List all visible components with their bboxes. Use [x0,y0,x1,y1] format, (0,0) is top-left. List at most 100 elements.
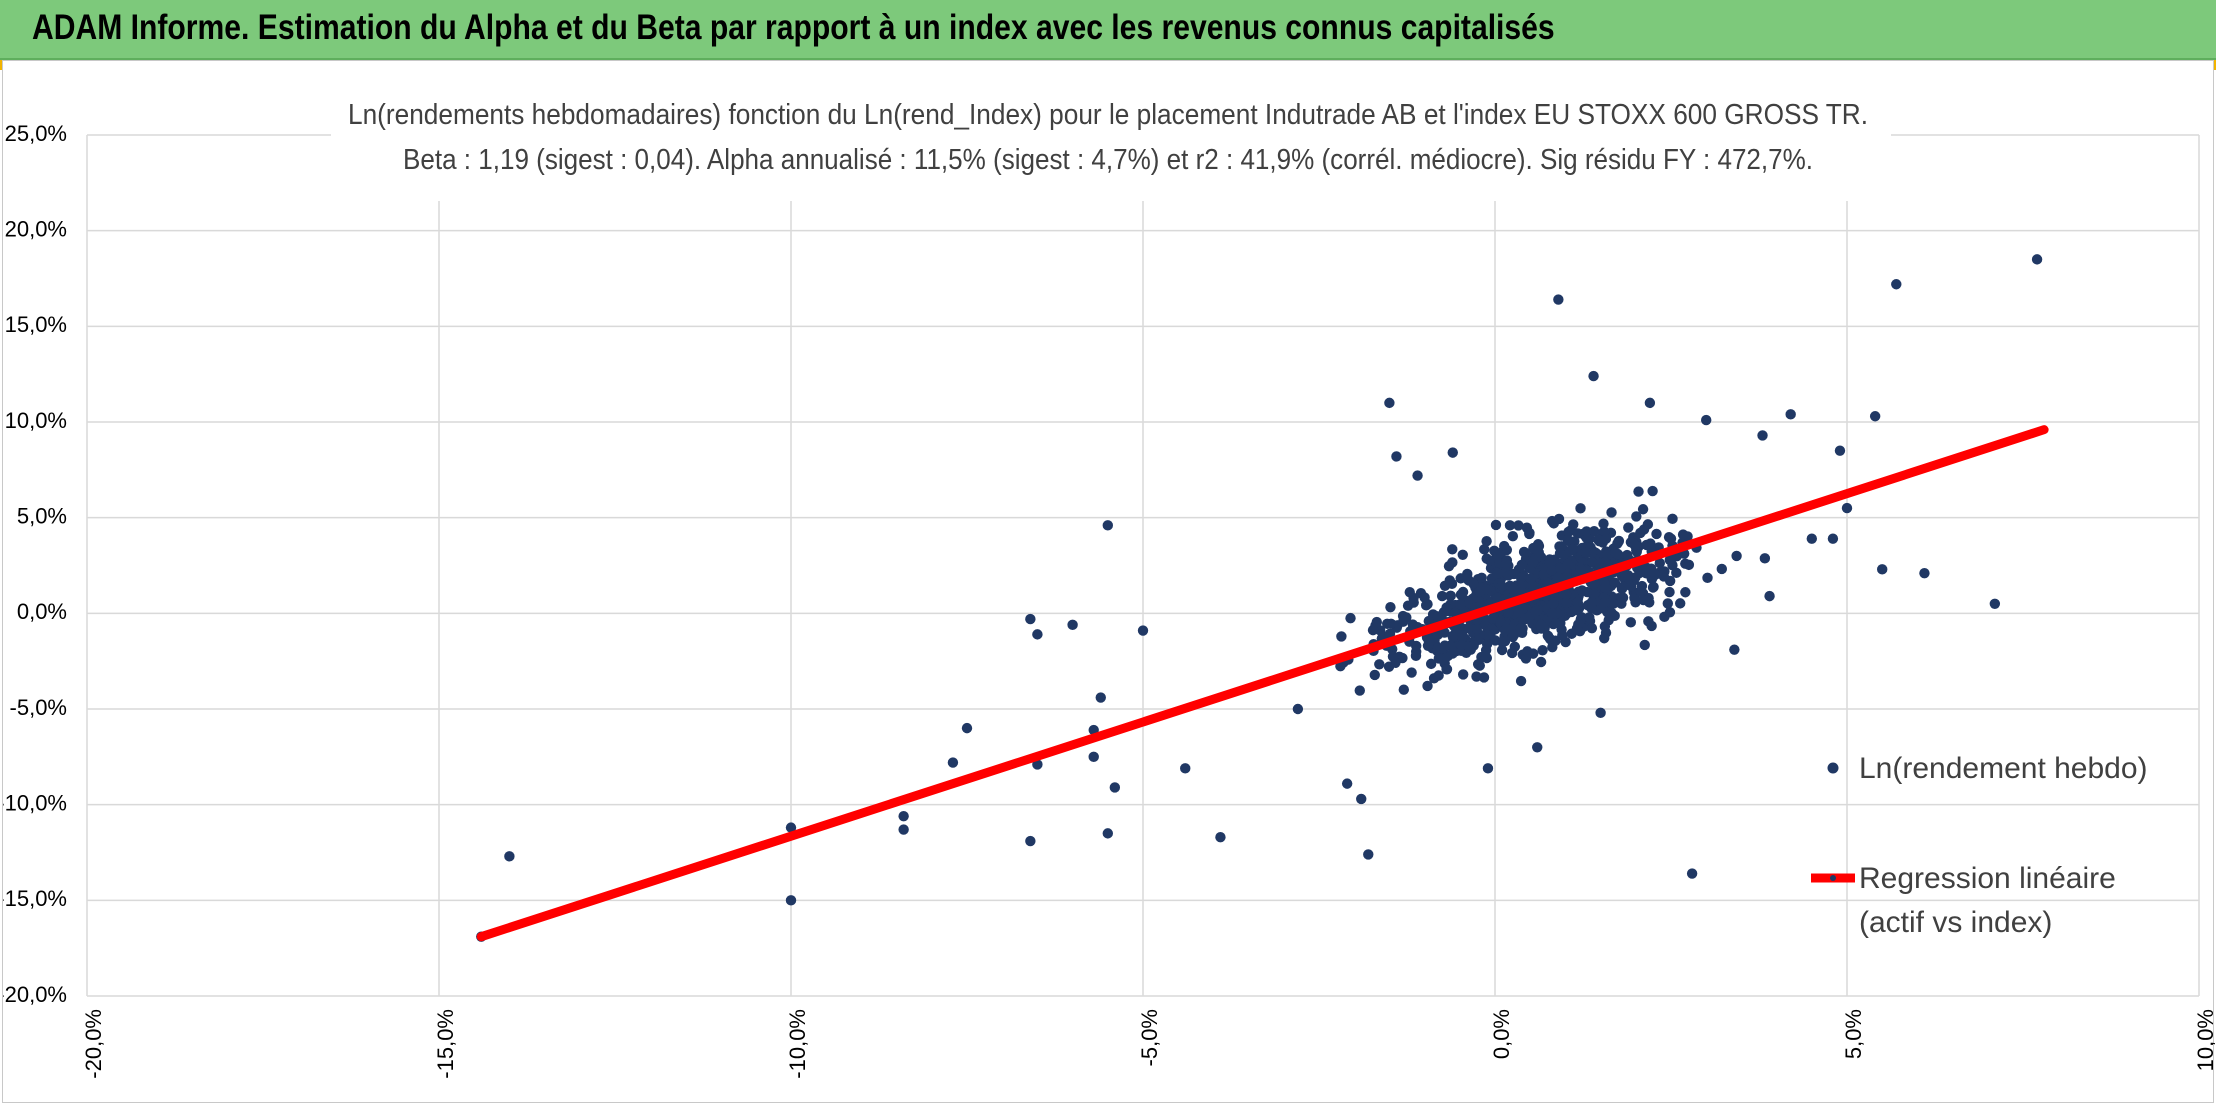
data-point [1919,567,1930,579]
data-point [947,757,959,768]
data-points [476,254,2043,942]
data-point [1419,592,1430,603]
data-point [1423,636,1435,648]
data-point [1618,581,1629,592]
data-point [1606,507,1617,518]
data-point [1600,533,1612,545]
data-point [1369,669,1380,681]
data-point [1623,573,1634,584]
data-point [1641,568,1652,579]
data-point [1989,598,2001,609]
data-point [1731,550,1742,562]
data-point [1463,622,1474,634]
x-tick-label: 10,0% [2193,1009,2215,1071]
data-point [1432,611,1443,622]
data-point [1501,544,1513,556]
x-tick-label: 5,0% [1841,1009,1866,1059]
grid [86,134,2200,997]
data-point [1439,627,1450,638]
data-point [1638,524,1650,535]
data-point [1664,607,1676,618]
data-point [1580,547,1592,558]
data-point [1612,548,1623,560]
data-point [1648,581,1659,593]
data-point [1032,759,1043,770]
data-point [1474,586,1485,597]
data-point [1515,572,1527,584]
legend-marker-points [1827,762,1839,774]
legend-marker-regression-dot [1830,875,1836,881]
data-point [1481,535,1492,547]
y-tick-label: 20,0% [5,216,67,241]
data-point [1667,560,1678,571]
data-point [1686,868,1698,879]
data-point [1599,597,1611,608]
data-point [1503,570,1514,581]
data-point [1382,618,1393,629]
data-point [1516,627,1528,639]
data-point [1468,640,1479,651]
data-point [1410,650,1422,662]
data-point [1433,653,1445,664]
data-point [1455,598,1466,610]
data-point [1493,548,1505,560]
data-point [1345,612,1356,624]
data-point [1648,567,1660,579]
data-point [1637,504,1649,515]
x-tick-label: -10,0% [785,1009,810,1079]
data-point [1609,577,1621,588]
data-point [1603,614,1614,626]
data-point [1629,540,1641,551]
data-point [1472,659,1484,670]
data-point [1586,556,1598,568]
data-point [1513,606,1525,618]
data-point [1561,589,1572,600]
chart-title-line-1: Ln(rendements hebdomadaires) fonction du… [348,99,1868,131]
data-point [1503,606,1514,618]
data-point [1532,742,1543,753]
data-point [1067,619,1078,631]
data-point [785,822,797,833]
data-point [1533,547,1544,558]
data-point [1420,600,1432,611]
title-background [331,81,1891,201]
legend-label-regression-line-2: (actif vs index) [1859,906,2052,939]
data-point [1651,528,1662,540]
data-point [1675,598,1686,609]
data-point [1387,651,1399,662]
data-point [1550,635,1561,646]
data-point [1680,587,1691,598]
data-point [1506,647,1518,659]
data-point [1456,640,1467,651]
data-point [1891,279,1902,290]
data-point [504,851,515,862]
scatter-chart: 25,0%20,0%15,0%10,0%5,0%0,0%-5,0%-10,0%-… [3,81,2215,1079]
data-point [1441,664,1452,675]
data-point [1336,631,1347,642]
data-point [1631,511,1642,522]
legend-label-regression-line-1: Regression linéaire [1859,862,2116,895]
data-point [1397,616,1409,627]
data-point [1482,763,1494,774]
data-point [1588,370,1599,382]
data-point [1341,778,1353,789]
data-point [1025,835,1036,847]
data-point [1562,534,1574,546]
data-point [1422,680,1433,692]
data-point [1391,451,1402,462]
data-point [1356,793,1367,805]
data-point [1598,518,1609,529]
x-tick-label: -20,0% [81,1009,106,1079]
data-point [1499,625,1511,636]
y-tick-label: -20,0% [3,982,67,1007]
x-tick-label: -5,0% [1137,1009,1162,1066]
data-point [1137,625,1149,636]
data-point [1406,667,1417,678]
data-point [1102,520,1114,531]
data-point [1433,670,1444,681]
data-point [1546,608,1558,619]
data-point [1412,470,1423,481]
data-point [1553,513,1565,525]
data-point [1626,581,1637,592]
data-point [1443,560,1455,572]
